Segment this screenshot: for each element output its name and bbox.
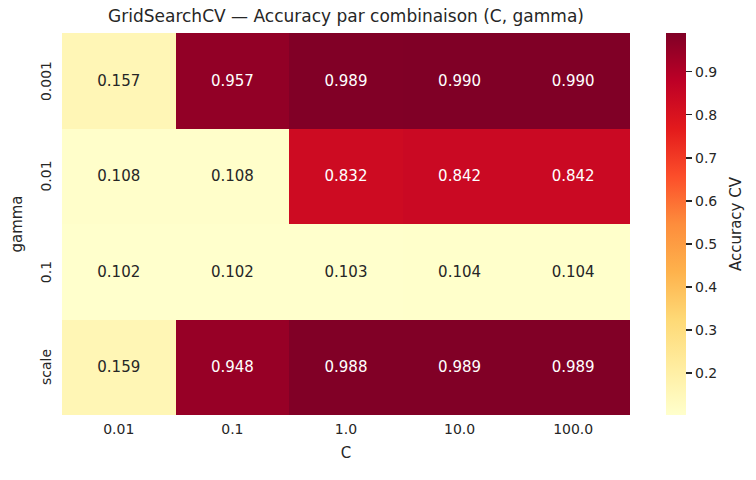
heatmap-cell: 0.159 <box>62 320 176 416</box>
cell-value: 0.842 <box>438 167 481 185</box>
heatmap-cell: 0.157 <box>62 33 176 129</box>
heatmap-cell: 0.989 <box>289 33 403 129</box>
y-axis-ticks: 0.001 0.01 0.1 scale <box>0 33 62 415</box>
colorbar-tick-mark <box>686 329 692 331</box>
x-axis-ticks: 0.01 0.1 1.0 10.0 100.0 <box>62 421 630 441</box>
cell-value: 0.989 <box>438 358 481 376</box>
cell-value: 0.108 <box>211 167 254 185</box>
colorbar <box>666 33 686 415</box>
y-tick-label: 0.01 <box>38 161 54 192</box>
heatmap-cell: 0.108 <box>62 129 176 225</box>
heatmap-cell: 0.842 <box>516 129 630 225</box>
cell-value: 0.989 <box>325 72 368 90</box>
colorbar-tick-label: 0.3 <box>695 322 717 338</box>
heatmap-cell: 0.832 <box>289 129 403 225</box>
colorbar-tick-mark <box>686 157 692 159</box>
colorbar-tick-label: 0.7 <box>695 150 717 166</box>
colorbar-tick-mark <box>686 243 692 245</box>
heatmap-figure: GridSearchCV — Accuracy par combinaison … <box>0 0 756 480</box>
cell-value: 0.957 <box>211 72 254 90</box>
heatmap-cell: 0.957 <box>176 33 290 129</box>
heatmap-cell: 0.103 <box>289 224 403 320</box>
heatmap-cell: 0.842 <box>403 129 517 225</box>
colorbar-tick-mark <box>686 114 692 116</box>
colorbar-tick-label: 0.6 <box>695 193 717 209</box>
y-tick-label: scale <box>38 349 54 385</box>
heatmap-cell: 0.104 <box>403 224 517 320</box>
heatmap-grid: 0.157 0.957 0.989 0.990 0.990 0.108 0.108 0.832… <box>62 33 630 415</box>
heatmap-cell: 0.988 <box>289 320 403 416</box>
cell-value: 0.104 <box>552 263 595 281</box>
cell-value: 0.990 <box>438 72 481 90</box>
colorbar-tick-label: 0.5 <box>695 236 717 252</box>
cell-value: 0.103 <box>325 263 368 281</box>
heatmap-cell: 0.989 <box>403 320 517 416</box>
heatmap-cell: 0.102 <box>176 224 290 320</box>
heatmap-cell: 0.102 <box>62 224 176 320</box>
colorbar-tick-label: 0.4 <box>695 279 717 295</box>
x-tick-label: 0.01 <box>103 421 134 437</box>
heatmap-cell: 0.108 <box>176 129 290 225</box>
colorbar-tick-mark <box>686 372 692 374</box>
cell-value: 0.832 <box>325 167 368 185</box>
colorbar-tick-label: 0.8 <box>695 107 717 123</box>
x-axis-label: C <box>62 444 630 462</box>
cell-value: 0.990 <box>552 72 595 90</box>
cell-value: 0.102 <box>97 263 140 281</box>
heatmap-row: 0.157 0.957 0.989 0.990 0.990 <box>62 33 630 129</box>
heatmap-row: 0.102 0.102 0.103 0.104 0.104 <box>62 224 630 320</box>
heatmap-cell: 0.989 <box>516 320 630 416</box>
cell-value: 0.159 <box>97 358 140 376</box>
colorbar-label: Accuracy CV <box>727 177 745 271</box>
heatmap-cell: 0.104 <box>516 224 630 320</box>
heatmap-cell: 0.990 <box>516 33 630 129</box>
heatmap-cell: 0.990 <box>403 33 517 129</box>
cell-value: 0.108 <box>97 167 140 185</box>
colorbar-tick-mark <box>686 200 692 202</box>
cell-value: 0.102 <box>211 263 254 281</box>
colorbar-tick-label: 0.9 <box>695 64 717 80</box>
y-tick-label: 0.001 <box>38 61 54 101</box>
chart-title: GridSearchCV — Accuracy par combinaison … <box>62 6 630 26</box>
heatmap-row: 0.108 0.108 0.832 0.842 0.842 <box>62 129 630 225</box>
cell-value: 0.104 <box>438 263 481 281</box>
colorbar-tick-label: 0.2 <box>695 365 717 381</box>
cell-value: 0.989 <box>552 358 595 376</box>
y-tick-label: 0.1 <box>38 261 54 283</box>
colorbar-tick-mark <box>686 71 692 73</box>
x-tick-label: 100.0 <box>553 421 593 437</box>
heatmap-cell: 0.948 <box>176 320 290 416</box>
cell-value: 0.988 <box>325 358 368 376</box>
cell-value: 0.948 <box>211 358 254 376</box>
x-tick-label: 1.0 <box>335 421 357 437</box>
cell-value: 0.842 <box>552 167 595 185</box>
x-tick-label: 10.0 <box>444 421 475 437</box>
heatmap-row: 0.159 0.948 0.988 0.989 0.989 <box>62 320 630 416</box>
colorbar-tick-mark <box>686 286 692 288</box>
cell-value: 0.157 <box>97 72 140 90</box>
x-tick-label: 0.1 <box>221 421 243 437</box>
